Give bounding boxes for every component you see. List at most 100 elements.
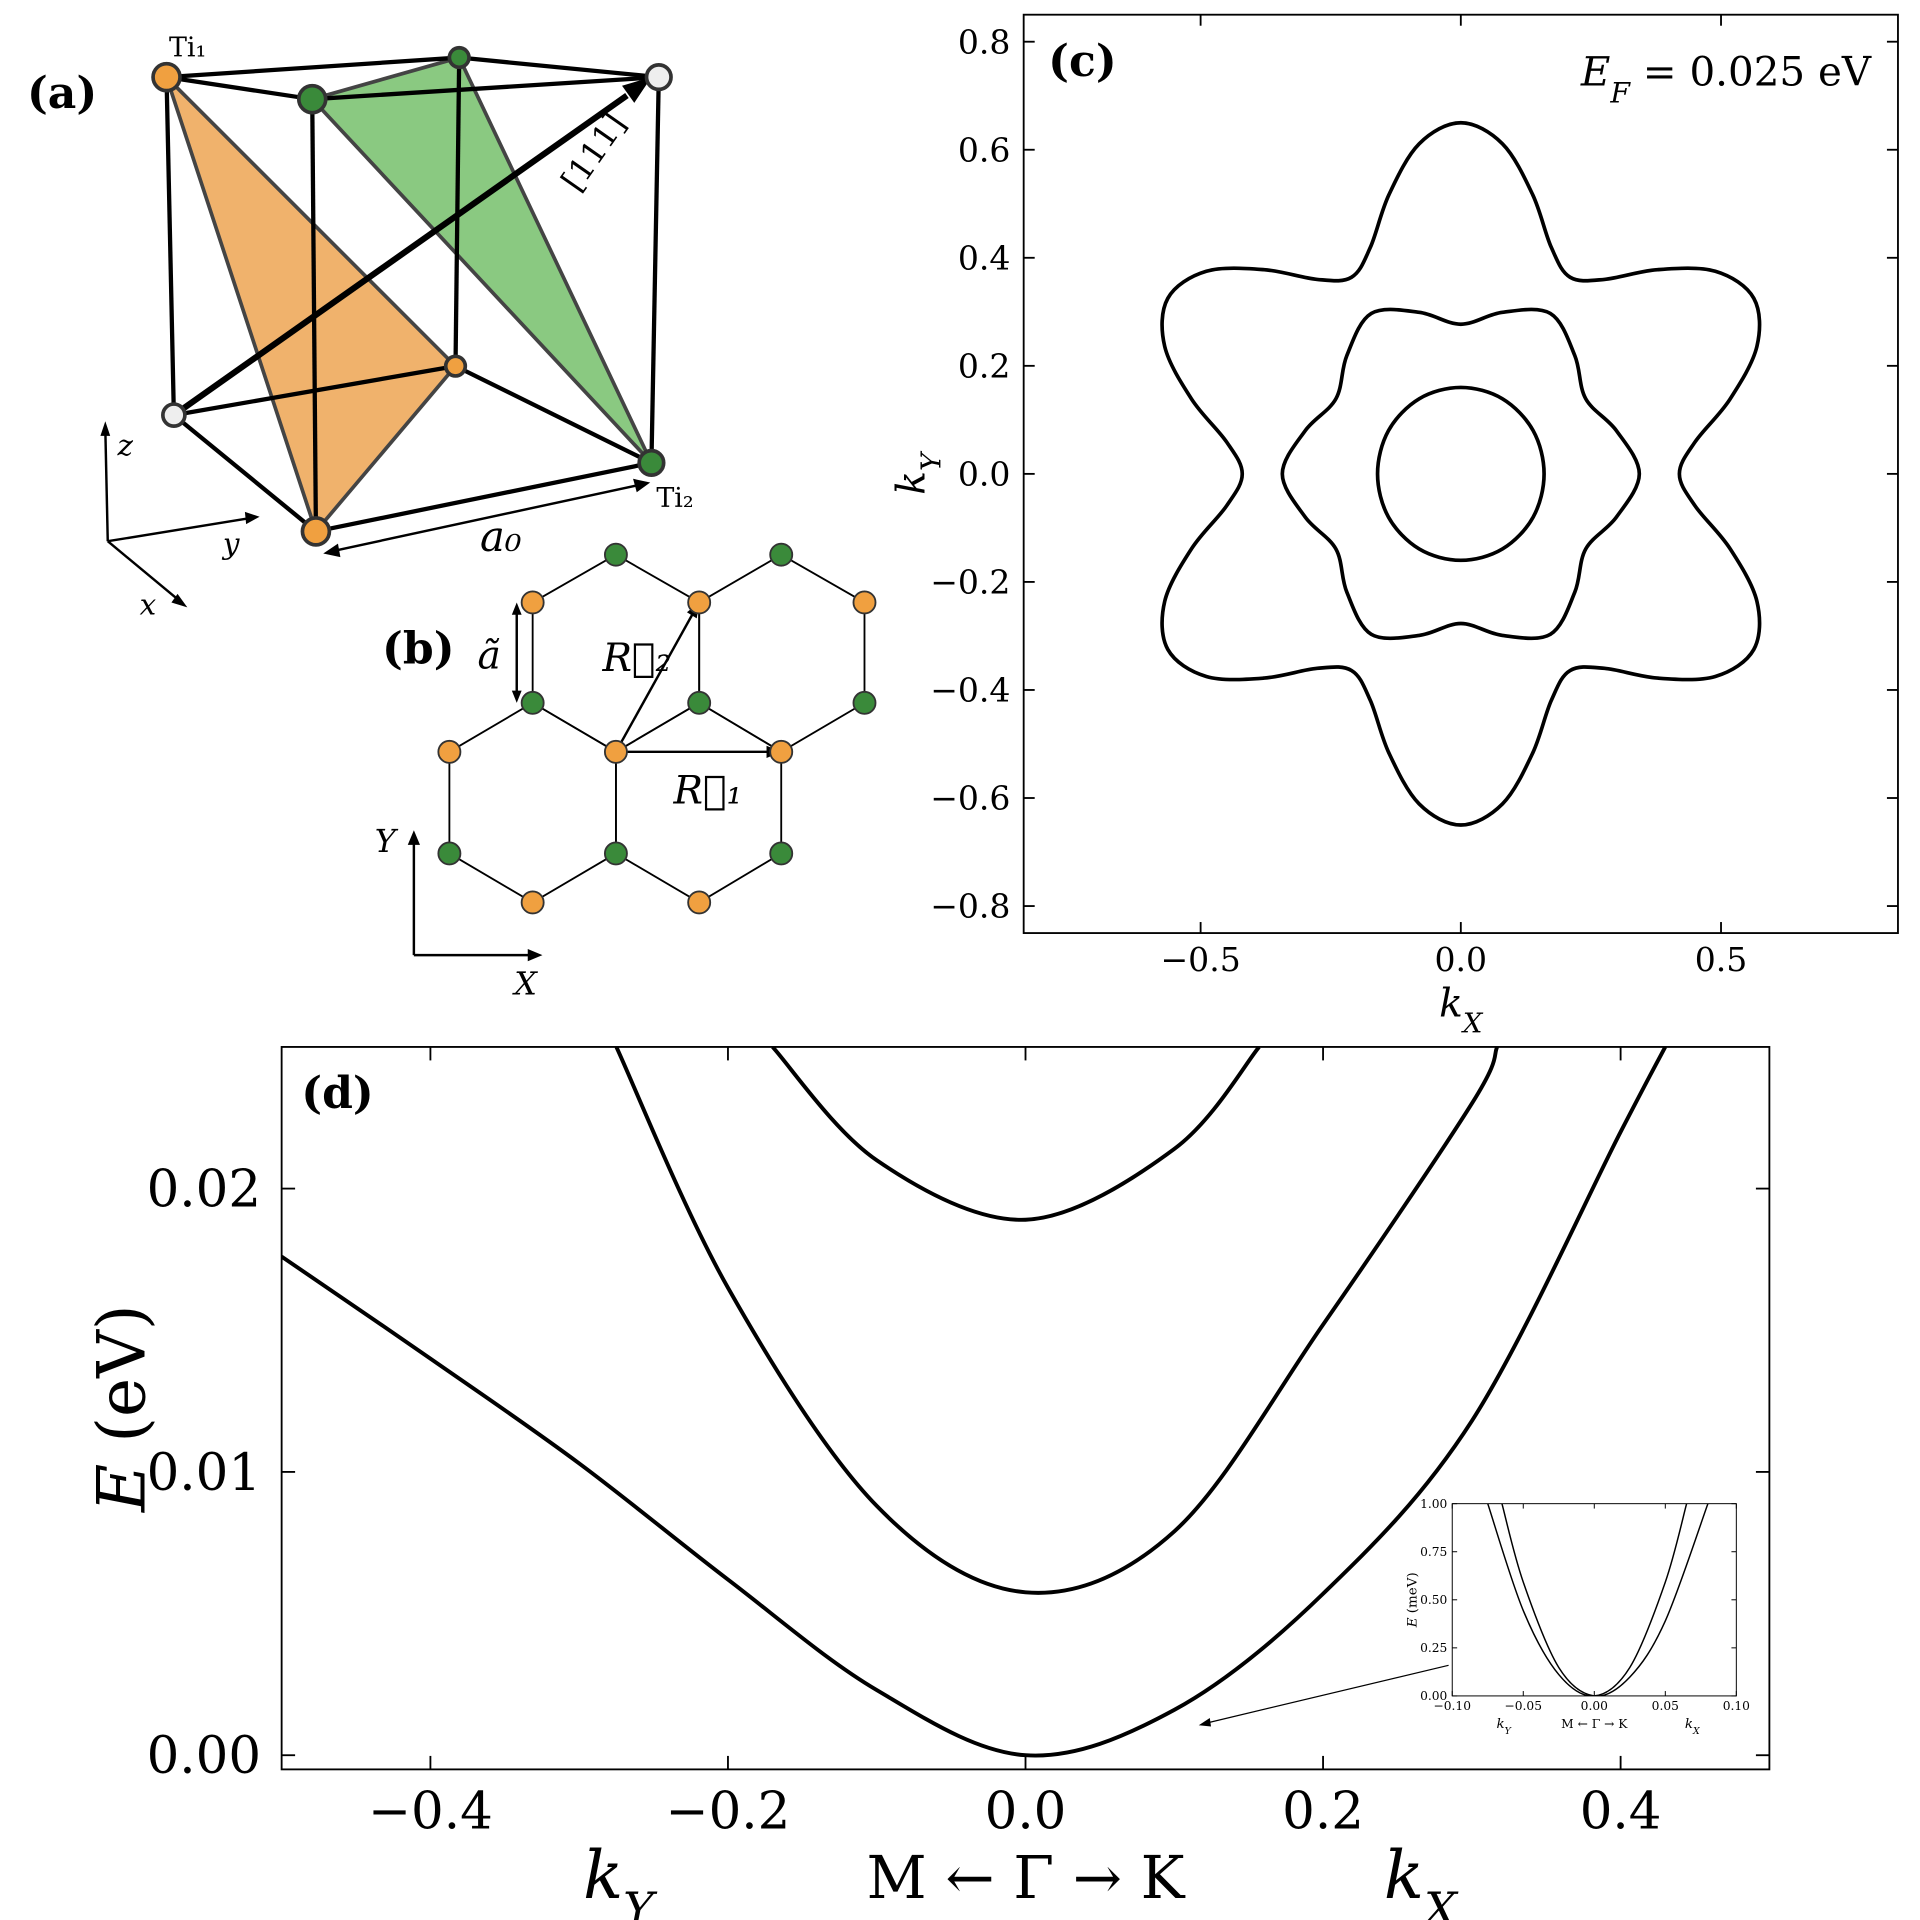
axis-label: X <box>511 964 538 1002</box>
arrow-head <box>1198 1717 1212 1727</box>
y-tick-label: 0.8 <box>958 22 1011 61</box>
panel-b: (b) ã R⃗₂ R⃗₁ Y X <box>375 542 877 1002</box>
x-axis-label: M ← Γ → K <box>866 1843 1185 1912</box>
panel-label: (a) <box>27 68 97 119</box>
contour-line <box>1280 307 1642 641</box>
y-tick-label: 0.00 <box>147 1726 261 1786</box>
text-part: (meV) <box>1406 1572 1421 1617</box>
x-axis-label: kY <box>1496 1717 1511 1737</box>
x-tick-label: 0.4 <box>1580 1782 1662 1842</box>
text-part: F <box>1609 76 1631 109</box>
y-tick-label: 0.2 <box>958 346 1011 385</box>
length-arrow <box>332 483 640 553</box>
arrow-head <box>323 543 341 558</box>
y-tick-label: 0.01 <box>147 1443 261 1503</box>
text-part: k <box>1439 981 1463 1026</box>
text-part: E <box>1580 48 1610 96</box>
axis-label: x <box>140 588 157 622</box>
annotation: EF = 0.025 eV <box>1580 48 1872 110</box>
x-axis-label: kX <box>1439 981 1484 1039</box>
inset-pointer <box>1207 1664 1449 1724</box>
arrow-head <box>622 77 652 103</box>
text-part: k <box>1685 1717 1693 1732</box>
x-tick-label: 0.10 <box>1723 1699 1750 1713</box>
panel-label: (b) <box>382 624 455 675</box>
text-part: Y <box>623 1882 658 1920</box>
text-part: (eV) <box>83 1304 160 1463</box>
text-part: k <box>889 471 934 495</box>
y-tick-label: −0.6 <box>930 779 1010 818</box>
text-part: E <box>1406 1617 1421 1628</box>
x-tick-label: −0.05 <box>1505 1699 1543 1713</box>
x-tick-label: −0.4 <box>368 1782 493 1842</box>
text-part: E <box>83 1464 160 1513</box>
x-tick-label: 0.5 <box>1695 940 1748 979</box>
x-tick-label: 0.0 <box>985 1782 1067 1842</box>
text-part: k <box>1496 1717 1504 1732</box>
text-part: X <box>1692 1725 1701 1736</box>
spacing-label: ã <box>478 634 501 679</box>
y-tick-label: −0.4 <box>930 671 1010 710</box>
y-axis-label: E (meV) <box>1406 1572 1421 1628</box>
axes-arrows <box>100 421 260 608</box>
axis-label: y <box>221 526 240 560</box>
atom-label: Ti₁ <box>169 32 206 63</box>
y-tick-label: 0.00 <box>1420 1689 1447 1703</box>
text-part: X <box>1461 1008 1484 1039</box>
text-part: k <box>1384 1837 1424 1914</box>
direction-arrow <box>172 93 629 418</box>
y-axis-label: kY <box>889 450 947 495</box>
green-plane <box>310 55 654 465</box>
vectors <box>407 602 782 962</box>
y-tick-label: 1.00 <box>1420 1497 1447 1511</box>
y-tick-label: 0.6 <box>958 130 1011 169</box>
y-tick-label: 0.4 <box>958 238 1011 277</box>
x-tick-label: 0.05 <box>1652 1699 1679 1713</box>
x-tick-label: 0.2 <box>1282 1782 1364 1842</box>
length-label: a₀ <box>480 512 522 561</box>
band-line <box>1501 1503 1709 1696</box>
arrow-head <box>633 478 651 493</box>
contour-line <box>1375 385 1546 563</box>
text-part: Y <box>1505 1725 1512 1736</box>
x-tick-label: 0.0 <box>1435 940 1488 979</box>
y-tick-label: 0.75 <box>1420 1545 1447 1559</box>
panel-label: (c) <box>1048 36 1117 87</box>
contour-line <box>1160 120 1762 827</box>
x-tick-label: 0.00 <box>1581 1699 1608 1713</box>
text-part: X <box>1421 1882 1459 1920</box>
y-tick-label: −0.8 <box>930 887 1010 926</box>
x-tick-label: −0.2 <box>666 1782 791 1842</box>
x-axis-label: kX <box>1685 1717 1701 1737</box>
text-part: k <box>583 1837 623 1914</box>
band-line <box>281 1046 1667 1758</box>
plot-area <box>1160 120 1762 827</box>
atoms <box>151 45 673 547</box>
text-part: Y <box>916 450 947 471</box>
y-axis-label: E (eV) <box>83 1304 160 1513</box>
x-axis-label: kX <box>1384 1837 1459 1920</box>
vector-label: R⃗₂ <box>601 636 671 681</box>
band-line <box>614 1046 1499 1595</box>
y-tick-label: 0.50 <box>1420 1593 1447 1607</box>
x-axis-label: M ← Γ → K <box>1561 1717 1628 1731</box>
atom-label: Ti₂ <box>656 483 693 514</box>
band-line <box>771 1046 1261 1222</box>
x-axis-label: kY <box>583 1837 658 1920</box>
axis-label: z <box>117 429 134 463</box>
y-tick-label: 0.25 <box>1420 1641 1447 1655</box>
plot-area <box>281 1046 1667 1758</box>
text-part: = 0.025 eV <box>1630 48 1872 96</box>
panel-a: (a) Ti₁ Ti₂ [111] a₀ z y x <box>27 32 694 621</box>
y-tick-label: −0.2 <box>930 562 1010 601</box>
panel-label: (d) <box>301 1068 374 1119</box>
orange-plane <box>164 75 458 534</box>
x-tick-label: −0.5 <box>1160 940 1240 979</box>
y-tick-label: 0.0 <box>958 454 1011 493</box>
y-tick-label: 0.02 <box>147 1160 261 1220</box>
x-tick-label: −0.10 <box>1433 1699 1471 1713</box>
vector-label: R⃗₁ <box>672 768 742 813</box>
sites <box>437 542 877 915</box>
band-line <box>1487 1503 1688 1696</box>
